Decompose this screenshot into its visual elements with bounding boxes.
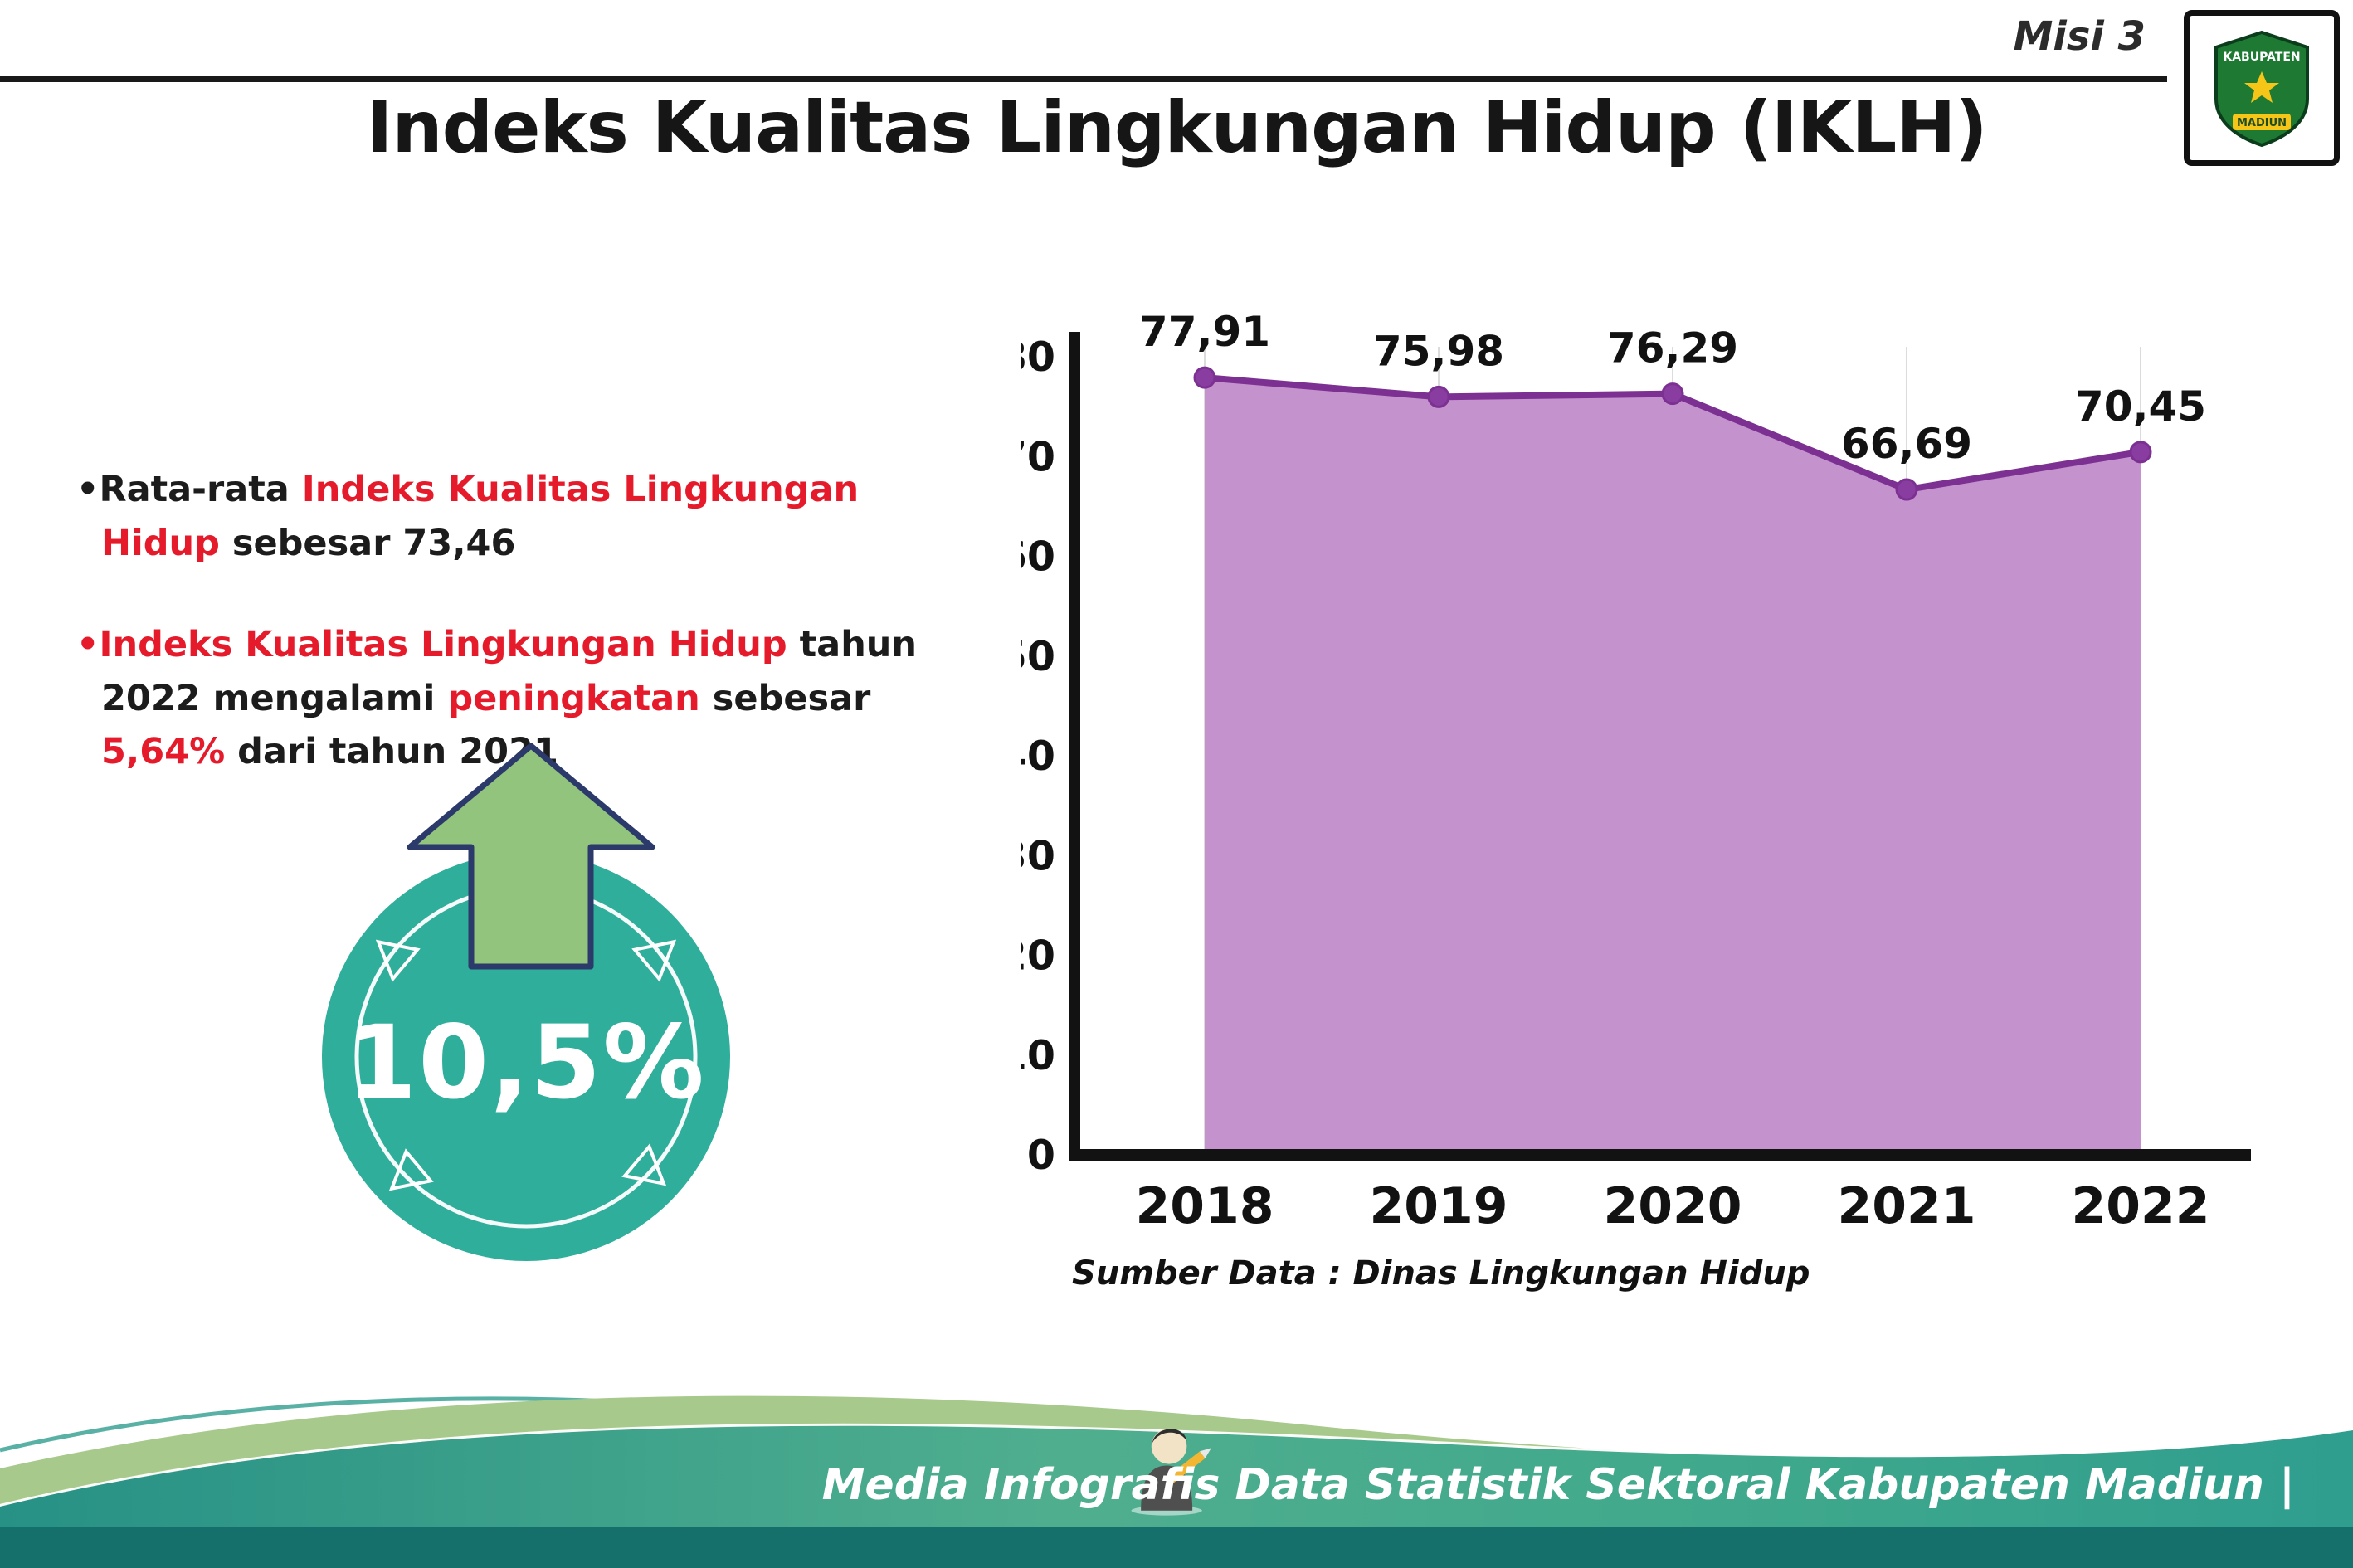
bullet-text-highlight: peningkatan — [447, 677, 700, 719]
chart-point — [1193, 366, 1216, 389]
bullet-text-highlight: Indeks Kualitas Lingkungan Hidup — [101, 469, 860, 564]
y-tick-label: 20 — [1021, 933, 1055, 980]
increase-percentage: 10,5% — [346, 1004, 706, 1122]
madiun-crest-icon: KABUPATEN MADIUN — [2214, 30, 2309, 148]
x-axis-label: 2022 — [2072, 1177, 2210, 1235]
triangle-decoration — [621, 1143, 667, 1186]
y-tick-label: 0 — [1027, 1132, 1055, 1179]
x-axis-label: 2019 — [1370, 1177, 1508, 1235]
bullet-marker: • — [76, 624, 100, 665]
x-axis-label: 2018 — [1136, 1177, 1274, 1235]
chart-point — [1427, 385, 1450, 408]
bullet-text-highlight: Indeks Kualitas Lingkungan Hidup — [99, 624, 787, 665]
mascot-hair — [1152, 1429, 1187, 1444]
misi-label: Misi 3 — [2013, 13, 2146, 60]
crest-top-text: KABUPATEN — [2223, 51, 2300, 64]
y-tick-label: 10 — [1021, 1032, 1055, 1079]
y-axis — [1069, 332, 1080, 1161]
bullet-marker: • — [76, 469, 100, 510]
y-tick-label: 50 — [1021, 633, 1055, 680]
point-value-label: 76,29 — [1607, 324, 1738, 373]
triangle-decoration — [375, 939, 421, 982]
page-title: Indeks Kualitas Lingkungan Hidup (IKLH) — [366, 86, 1987, 169]
footer-bottom-bar — [0, 1527, 2353, 1568]
chart-point — [1895, 478, 1918, 501]
y-tick-label: 70 — [1021, 433, 1055, 480]
chart-point — [2129, 441, 2152, 464]
x-axis — [1069, 1149, 2251, 1161]
badge-triangles — [375, 939, 677, 1191]
bullet-increase-2022: •Indeks Kualitas Lingkungan Hidup tahun … — [76, 618, 968, 779]
y-tick-label: 80 — [1021, 334, 1055, 381]
bullet-average-iklh: •Rata-rata Indeks Kualitas Lingkungan Hi… — [76, 463, 968, 570]
y-tick-label: 30 — [1021, 832, 1055, 879]
iklh-chart: 0 10 20 30 40 50 60 70 80 2018 2019 2020 2021 2022 77,… — [999, 282, 2265, 1286]
badge-decoration — [354, 885, 698, 1229]
crest-star-icon — [2244, 71, 2279, 103]
triangle-decoration — [388, 1148, 434, 1191]
y-tick-label: 40 — [1021, 733, 1055, 780]
chart-area — [1205, 377, 2141, 1155]
writer-mascot-icon — [1131, 1428, 1211, 1516]
y-tick-label: 60 — [1021, 533, 1055, 581]
point-value-label: 75,98 — [1373, 327, 1504, 375]
top-divider — [0, 76, 2167, 82]
bullet-text-highlight: 5,64% — [101, 731, 226, 772]
footer-caption: Media Infografis Data Statistik Sektoral… — [821, 1460, 2295, 1510]
point-value-label: 70,45 — [2075, 382, 2206, 431]
bullet-text: Rata-rata — [99, 469, 302, 510]
crest-ribbon — [2233, 114, 2291, 130]
x-axis-label: 2021 — [1838, 1177, 1976, 1235]
crest-bottom-text: MADIUN — [2237, 117, 2287, 129]
source-note: Sumber Data : Dinas Lingkungan Hidup — [1072, 1254, 1810, 1293]
chart-point — [1661, 382, 1684, 406]
bullet-text: sebesar — [699, 677, 871, 719]
bullet-text: sebesar 73,46 — [219, 522, 516, 564]
up-arrow-shape — [407, 743, 655, 970]
bullet-text: tahun 2022 mengalami — [101, 624, 918, 719]
x-axis-label: 2020 — [1604, 1177, 1742, 1235]
iklh-area-chart: 0 10 20 30 40 50 60 70 80 2018 2019 2020 2021 2022 77,… — [999, 308, 2251, 1235]
point-value-label: 77,91 — [1139, 308, 1270, 356]
increase-badge: 10,5% — [322, 853, 730, 1261]
kabupaten-madiun-logo: KABUPATEN MADIUN — [2184, 10, 2340, 166]
up-arrow-icon — [407, 743, 655, 970]
triangle-decoration — [631, 939, 677, 982]
mascot-pencil-icon — [1167, 1448, 1211, 1484]
mascot-head — [1151, 1428, 1187, 1464]
point-value-label: 66,69 — [1841, 420, 1972, 468]
key-points: •Rata-rata Indeks Kualitas Lingkungan Hi… — [76, 463, 968, 827]
